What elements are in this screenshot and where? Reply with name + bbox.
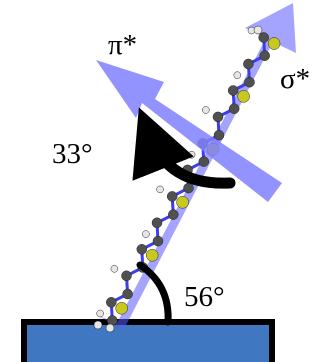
carbon-atom <box>122 288 133 300</box>
hydrogen-atom <box>187 150 196 159</box>
carbon-atom <box>212 111 224 123</box>
angle-33-label: 33° <box>52 138 93 170</box>
sulfur-atom <box>176 196 189 209</box>
carbon-atom <box>243 58 254 70</box>
carbon-atom <box>258 32 269 43</box>
carbon-atom <box>227 85 239 96</box>
carbon-atom <box>136 244 148 255</box>
sulfur-atom <box>115 302 128 315</box>
carbon-atom <box>121 270 132 282</box>
carbon-atom <box>151 217 163 229</box>
carbon-atom <box>259 50 270 61</box>
hydrogen-atom <box>142 230 150 238</box>
carbon-atom <box>183 182 194 194</box>
carbon-atom <box>213 129 225 141</box>
carbon-atom <box>198 156 210 167</box>
hydrogen-atom <box>105 323 115 333</box>
carbon-atom <box>168 209 179 220</box>
angle-56-label: 56° <box>184 281 225 313</box>
hydrogen-atom <box>253 25 263 35</box>
rotation-arc-arrow <box>132 107 236 189</box>
carbon-atom <box>166 191 178 202</box>
carbon-atom <box>228 103 240 114</box>
carbon-atom <box>152 235 164 247</box>
hydrogen-atom <box>110 265 119 273</box>
pi-star-label: π* <box>108 29 137 61</box>
sulfur-atom <box>267 37 281 50</box>
hydrogen-atom <box>202 106 210 114</box>
carbon-atom <box>244 76 255 88</box>
hydrogen-atom <box>156 185 164 194</box>
hydrogen-atom <box>233 71 242 79</box>
hydrogen-atom <box>93 320 103 330</box>
hydrogen-atom <box>96 309 104 318</box>
tilt-angle-arc <box>136 261 172 326</box>
sulfur-atom <box>237 90 250 103</box>
substrate-block <box>21 319 275 362</box>
sigma-star-label: σ* <box>280 63 310 95</box>
sulfur-atom <box>145 249 159 262</box>
carbon-atom <box>106 297 117 308</box>
